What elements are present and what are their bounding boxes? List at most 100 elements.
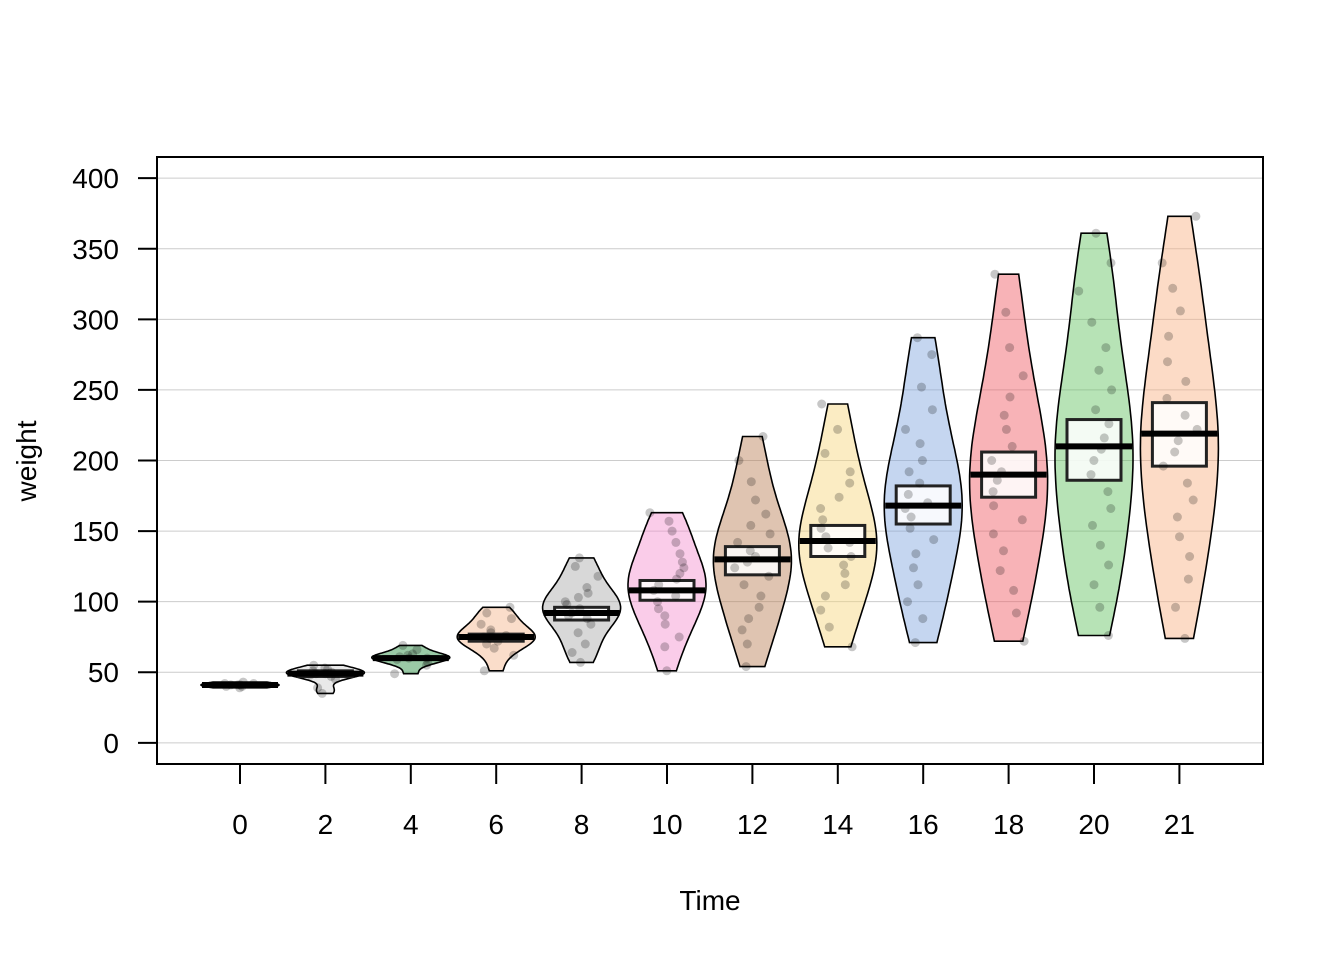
y-tick-label: 250	[72, 375, 119, 406]
x-axis: 0 2 4 6 8 10 12 14 16 18 20 21	[232, 764, 1195, 840]
data-point	[309, 660, 319, 670]
data-point	[1103, 631, 1113, 640]
data-point	[1157, 258, 1167, 268]
data-point	[1101, 343, 1111, 353]
data-point	[679, 563, 689, 573]
data-point	[1007, 441, 1017, 451]
data-point	[570, 561, 580, 571]
x-axis-title: Time	[679, 885, 740, 916]
data-point	[1175, 532, 1184, 542]
data-point	[989, 501, 999, 511]
data-point	[1163, 357, 1172, 367]
data-point	[987, 456, 997, 465]
data-point	[816, 523, 826, 533]
data-point	[574, 553, 584, 563]
data-point	[1009, 585, 1019, 595]
data-point	[995, 566, 1005, 576]
y-tick-label: 0	[103, 728, 119, 759]
data-point	[582, 583, 592, 592]
data-point	[764, 571, 774, 581]
data-point	[1088, 520, 1097, 530]
data-point	[927, 405, 937, 415]
data-point	[1162, 393, 1172, 403]
data-point	[560, 597, 570, 607]
y-tick-label: 200	[72, 446, 119, 477]
x-tick-label: 21	[1164, 809, 1195, 840]
data-point	[845, 478, 855, 488]
data-point	[742, 639, 752, 649]
data-point	[1017, 515, 1027, 525]
data-point	[672, 574, 682, 584]
data-point	[664, 516, 674, 526]
data-point	[927, 350, 937, 360]
data-point	[847, 642, 857, 652]
x-tick-label: 2	[318, 809, 334, 840]
data-point	[833, 424, 843, 434]
data-point	[1106, 258, 1116, 268]
y-tick-label: 150	[72, 516, 119, 547]
data-point	[317, 688, 327, 698]
y-tick-label: 100	[72, 587, 119, 618]
data-point	[1188, 495, 1198, 505]
data-point	[1170, 447, 1180, 457]
data-point	[1001, 307, 1011, 317]
data-point	[824, 622, 834, 632]
data-point	[507, 614, 516, 624]
data-point	[1185, 552, 1195, 561]
data-point	[751, 495, 760, 505]
data-point	[660, 619, 670, 629]
data-point	[903, 597, 912, 607]
data-point	[840, 568, 850, 578]
data-point	[756, 591, 766, 601]
data-point	[653, 597, 662, 607]
data-point	[737, 625, 747, 635]
data-point	[1104, 560, 1114, 570]
data-point	[1172, 512, 1182, 522]
data-point	[573, 628, 583, 638]
data-point	[412, 645, 422, 655]
data-point	[999, 410, 1009, 420]
mean-lines	[202, 430, 1218, 688]
data-point	[1087, 317, 1097, 327]
data-point	[903, 489, 913, 499]
data-point	[909, 563, 918, 573]
data-point	[1182, 478, 1192, 488]
data-point	[573, 592, 583, 602]
y-tick-label: 400	[72, 163, 119, 194]
data-point	[915, 478, 925, 488]
data-point	[911, 549, 921, 559]
data-point	[509, 650, 519, 660]
data-point	[901, 424, 910, 434]
data-point	[910, 638, 920, 648]
data-point	[839, 560, 849, 570]
data-point	[675, 549, 685, 559]
data-point	[1086, 470, 1096, 480]
data-point	[816, 504, 826, 513]
x-tick-label: 12	[737, 809, 768, 840]
data-point	[917, 382, 926, 392]
data-point	[1005, 343, 1015, 353]
data-point	[675, 568, 685, 578]
data-point	[583, 588, 593, 598]
x-tick-label: 14	[822, 809, 853, 840]
data-point	[761, 509, 771, 519]
data-point	[1074, 286, 1084, 296]
data-point	[1171, 602, 1180, 612]
data-point	[654, 580, 664, 590]
data-point	[992, 475, 1002, 485]
data-point	[1099, 433, 1109, 443]
data-point	[820, 448, 830, 458]
data-point	[1181, 376, 1191, 386]
data-point	[489, 643, 499, 653]
data-point	[746, 520, 756, 530]
data-point	[1106, 504, 1116, 513]
data-point	[582, 614, 592, 624]
x-tick-label: 16	[908, 809, 939, 840]
data-point	[593, 571, 603, 581]
data-point	[671, 537, 681, 547]
data-point	[1094, 365, 1104, 375]
data-point	[671, 591, 681, 601]
data-point	[398, 640, 408, 650]
data-point	[990, 269, 1000, 279]
data-point	[313, 683, 323, 693]
